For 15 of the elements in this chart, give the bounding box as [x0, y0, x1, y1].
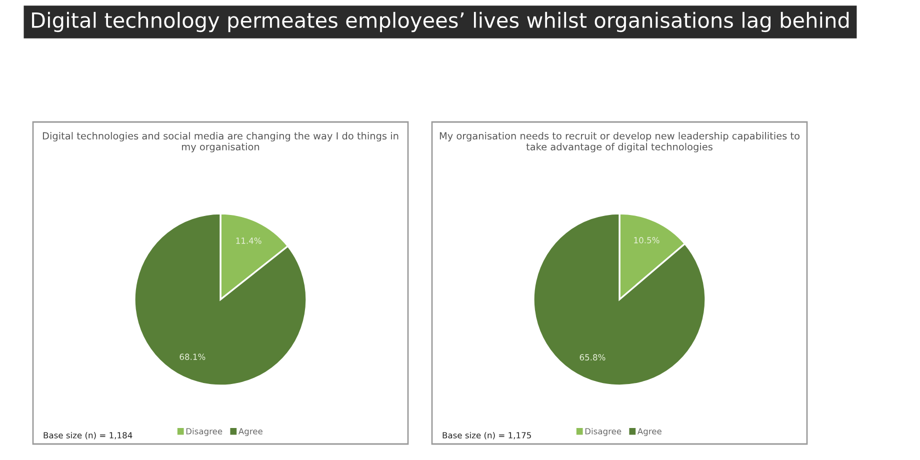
legend-label: Agree — [238, 428, 262, 436]
text: Base size (n) = 1,184 — [44, 432, 132, 440]
data-label: 65.8% — [580, 354, 606, 360]
pie-slice — [532, 212, 706, 386]
pie-slice — [134, 212, 308, 386]
legend-label: Disagree — [585, 428, 622, 436]
legend-label: Agree — [637, 428, 662, 436]
text: Digital technology permeates employees’ lives whilst organisations lag behind — [32, 12, 849, 32]
data-label: 11.4% — [236, 238, 262, 244]
text: Base size (n) = 1,175 — [442, 432, 531, 440]
chart-title: Digital technologies and social media are changing the way I do things in my organisation — [42, 132, 398, 152]
legend-label: Disagree — [186, 428, 222, 436]
chart-title: My organisation needs to recruit or develop new leadership capabilities to take advantage of digital technologies — [440, 132, 800, 152]
data-label: 10.5% — [634, 237, 660, 244]
data-label: 68.1% — [180, 354, 206, 360]
